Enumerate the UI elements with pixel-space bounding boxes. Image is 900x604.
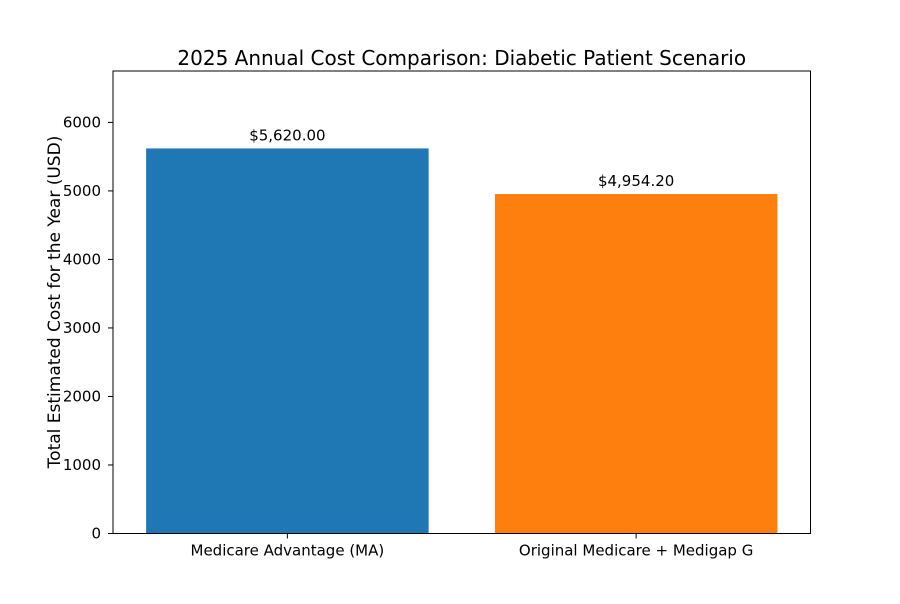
y-tick-label: 6000 (63, 113, 101, 131)
y-tick-label: 1000 (63, 456, 101, 474)
y-tick-label: 0 (91, 525, 101, 543)
bar-value-label: $4,954.20 (598, 172, 674, 190)
plot-frame (112, 70, 811, 534)
bar (146, 148, 429, 534)
y-axis-label: Total Estimated Cost for the Year (USD) (45, 136, 65, 470)
y-tick-label: 5000 (63, 182, 101, 200)
y-tick-label: 3000 (63, 319, 101, 337)
axis-ticks-group: 0 1000 2000 3000 4000 5000 6000 Medicare Advant… (63, 113, 754, 559)
x-category-label: Original Medicare + Medigap G (519, 542, 753, 560)
bar (494, 194, 778, 534)
chart-title: 2025 Annual Cost Comparison: Diabetic Pa… (177, 46, 746, 70)
bars-group: $5,620.00 $4,954.20 (146, 126, 778, 534)
x-category-label: Medicare Advantage (MA) (191, 542, 385, 560)
y-tick-label: 4000 (63, 250, 101, 268)
y-tick-label: 2000 (63, 387, 101, 405)
bar-value-label: $5,620.00 (249, 126, 325, 144)
